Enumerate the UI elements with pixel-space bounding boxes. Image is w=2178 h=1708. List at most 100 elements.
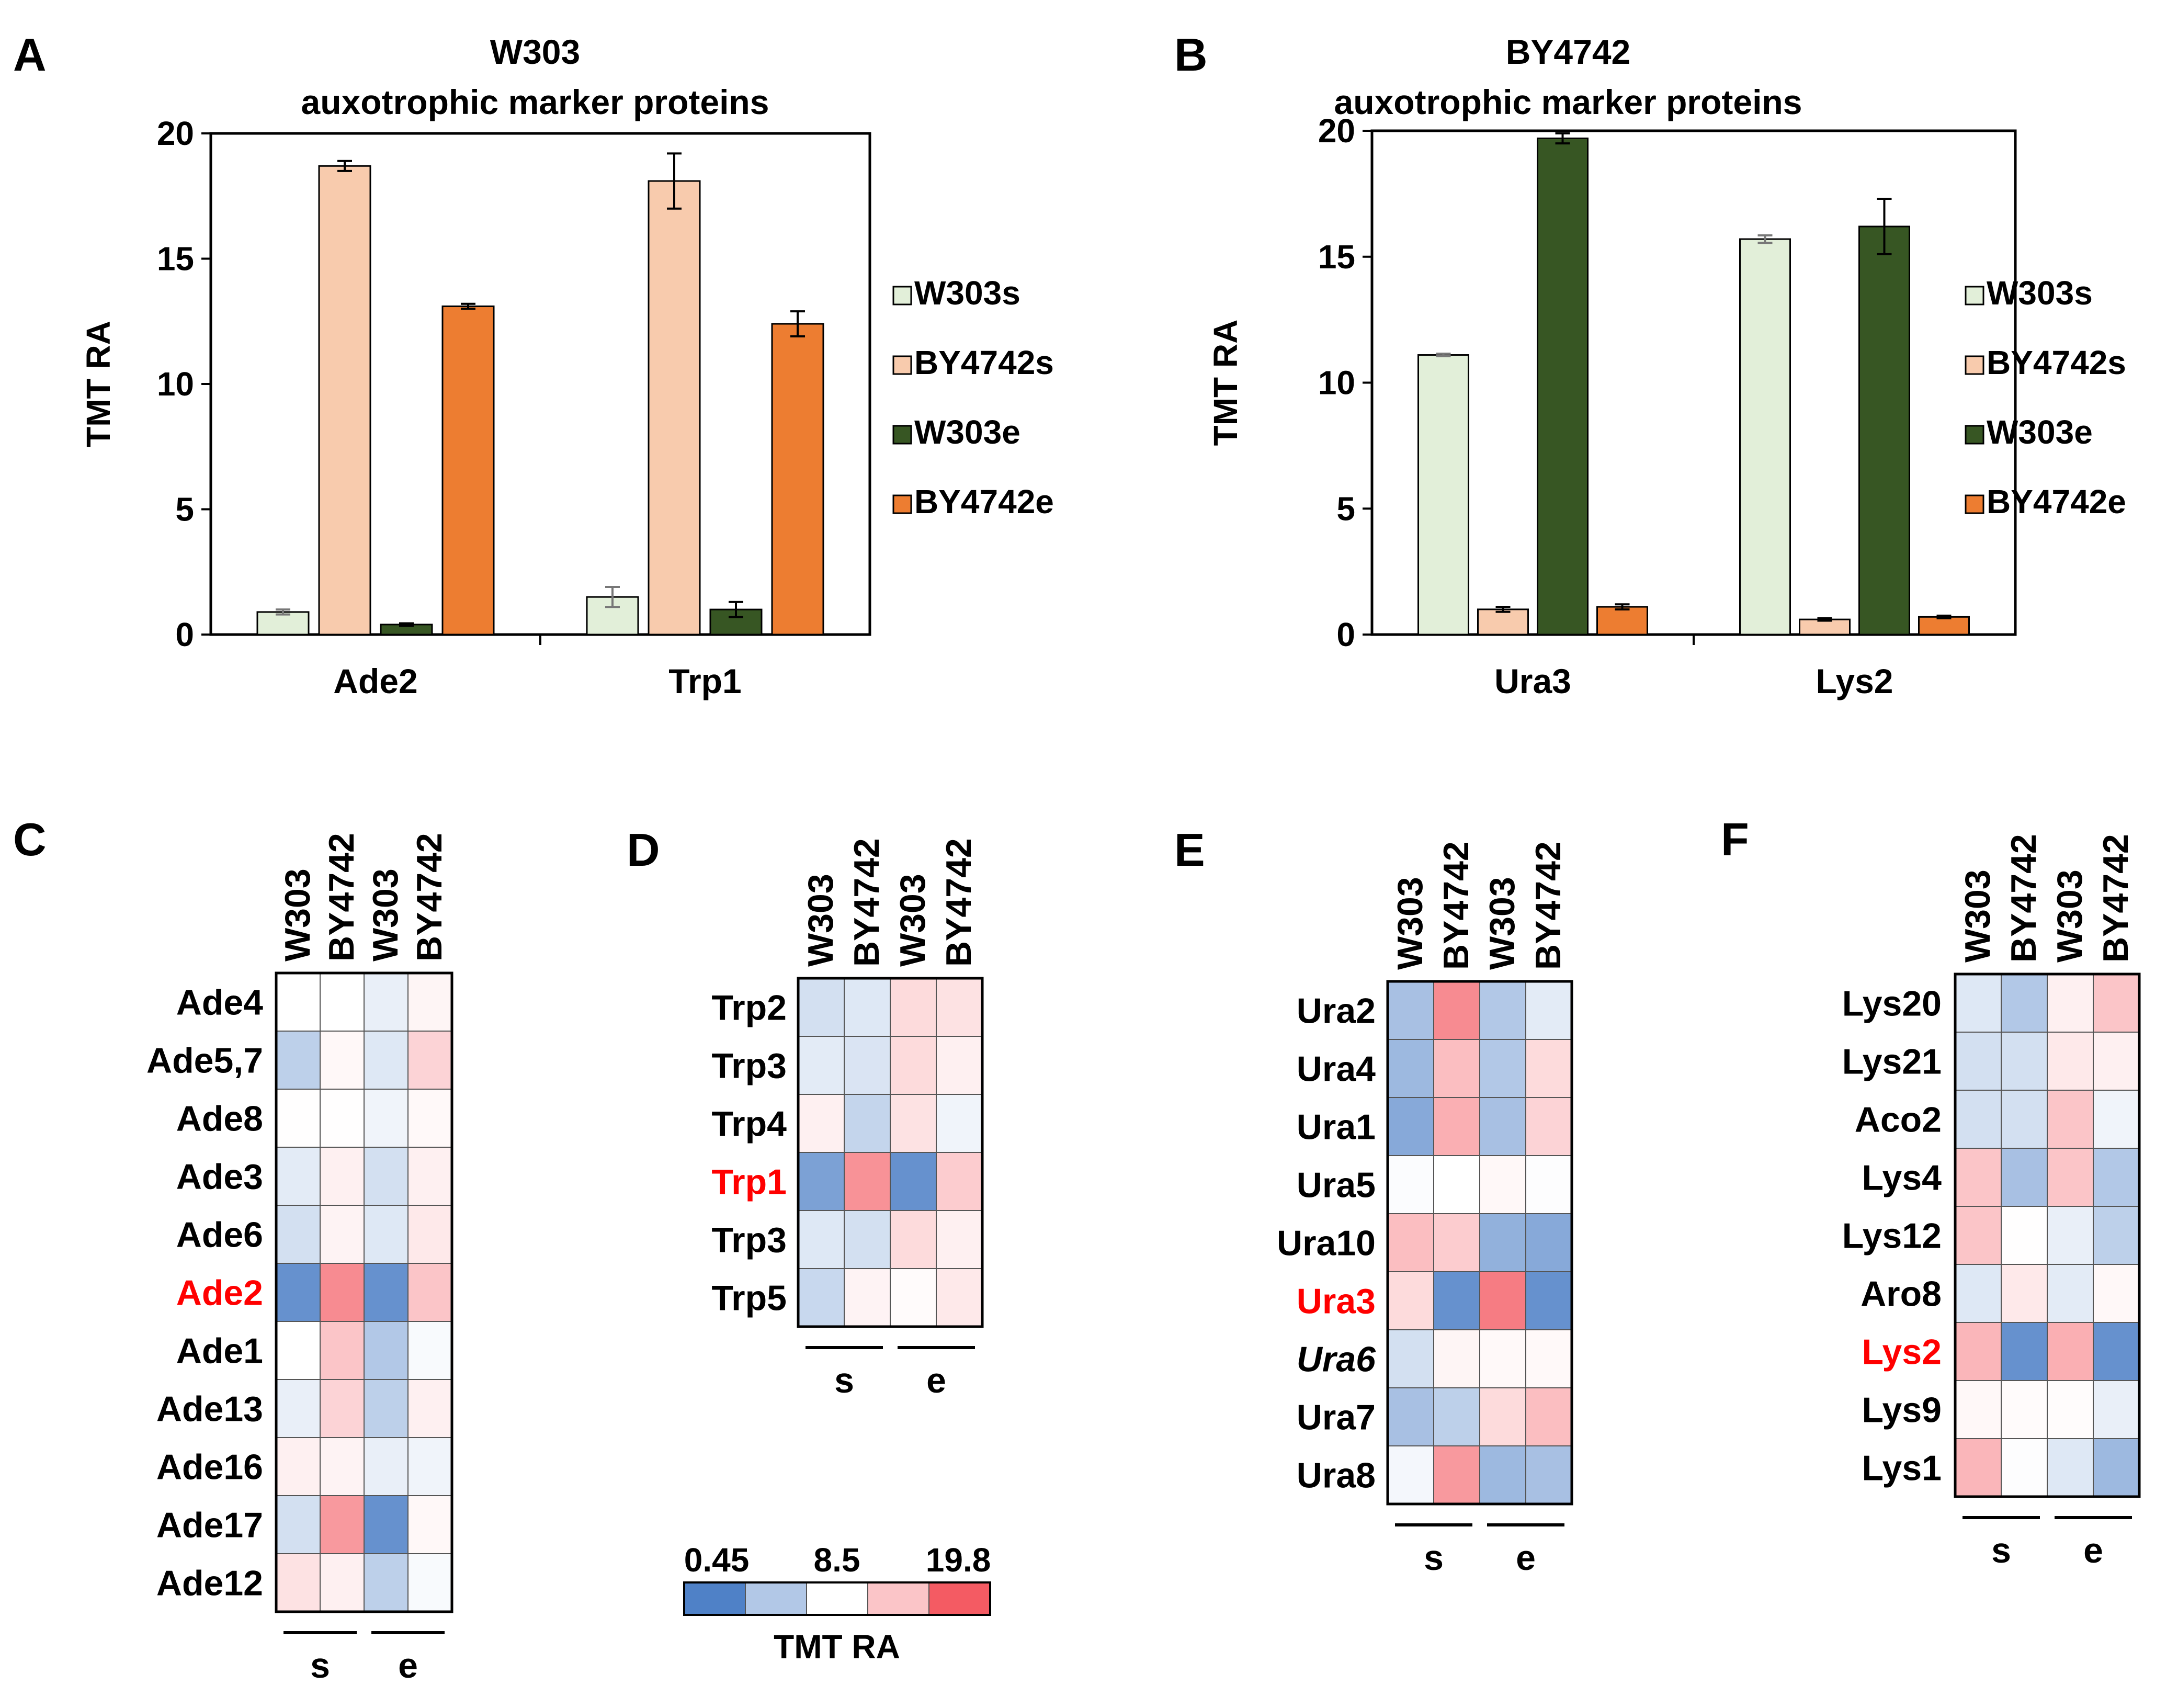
row-label: Lys4 [1862,1158,1942,1198]
legend-swatch [892,425,912,445]
legend-swatch [892,286,912,306]
plot-frame [209,132,871,636]
y-axis-label: TMT RA [80,321,117,447]
heat-cell [1433,1213,1480,1272]
heat-cell [844,1036,891,1095]
row-label: Lys1 [1862,1449,1942,1488]
heat-cell [320,1321,365,1380]
heat-cell [1955,1264,2002,1323]
heat-cell [2001,1206,2048,1265]
row-label: Ade13 [156,1389,263,1429]
y-tick-label: 10 [1318,364,1355,402]
heat-cell [1433,1271,1480,1330]
heat-cell [320,1263,365,1322]
scale-title: TMT RA [774,1628,900,1666]
bar-by4742s [648,180,701,636]
chart-title: BY4742 [1506,32,1631,71]
heat-cell [276,1263,321,1322]
column-header: W303 [801,874,841,967]
heat-cell [407,1321,452,1380]
heat-cell [2093,1322,2140,1381]
heat-cell [1525,1097,1572,1156]
group-label: s [834,1361,854,1400]
heat-cell [936,1036,983,1095]
heatmap-c: W303 BY4742 W303 BY4742Ade4Ade5,7Ade8Ade3Ad… [146,833,453,1686]
bar-w303s [1417,354,1469,636]
heat-cell [1955,974,2002,1033]
heat-cell [844,1210,891,1269]
y-tick-label: 20 [1318,112,1355,150]
heat-cell [890,1094,937,1153]
panel-letter-c: C [13,813,47,865]
panel-letter-d: D [627,824,660,876]
legend-swatch [1965,425,1984,445]
heat-cell [320,1553,365,1612]
bar-w303e [1858,225,1910,636]
column-header: BY4742 [1528,841,1568,970]
heat-cell [1955,1148,2002,1207]
heat-cell [364,1263,409,1322]
row-label: Ura5 [1297,1166,1376,1205]
row-label: Ade1 [176,1331,263,1371]
group-label: e [1516,1538,1536,1578]
heat-cell [2047,1032,2094,1091]
heat-cell [890,1268,937,1327]
heat-cell [1525,1271,1572,1330]
bar-by4742e [1596,606,1648,636]
heat-cell [1479,1387,1526,1446]
bar-chart-b: BY4742 auxotrophic marker proteins 0 5 10 15 2… [1207,32,2126,700]
panel-letter-e: E [1174,824,1205,876]
heat-cell [2001,1380,2048,1439]
heat-cell [2001,974,2048,1033]
bar-by4742e [1918,616,1970,636]
heat-cell [364,1089,409,1148]
x-category-label: Lys2 [1816,662,1893,700]
heat-cell [1479,1213,1526,1272]
heat-cell [276,1495,321,1554]
bar-by4742s [318,165,371,636]
bar-by4742s [1477,608,1529,636]
column-header: BY4742 [2096,834,2136,963]
row-label: Trp3 [711,1220,787,1260]
heat-cell [1955,1438,2002,1497]
row-label: Ura10 [1277,1224,1376,1263]
panel-letter-b: B [1174,29,1208,81]
heat-cell [407,1437,452,1496]
bar-chart-a: W303 auxotrophic marker proteins 0 5 10 15 20 T… [80,32,1054,700]
heat-cell [1433,1445,1480,1505]
scale-min-label: 0.45 [684,1541,750,1579]
heat-cell [890,1036,937,1095]
heat-cell [2093,1438,2140,1497]
heat-cell [1387,1445,1434,1505]
group-label: e [926,1361,946,1400]
heat-cell [1955,1032,2002,1091]
row-label: Ade12 [156,1564,263,1603]
heat-cell [364,972,409,1032]
heat-cell [1387,1155,1434,1214]
heat-cell [276,1321,321,1380]
heat-cell [2093,974,2140,1033]
row-label: Ura3 [1297,1282,1376,1321]
bar-w303e [1537,137,1589,636]
heat-cell [1955,1322,2002,1381]
column-header: W303 [366,868,405,962]
heat-cell [1955,1206,2002,1265]
heat-cell [1479,1271,1526,1330]
panel-letter-f: F [1721,813,1749,865]
heat-cell [1955,1380,2002,1439]
heat-cell [1479,1039,1526,1098]
heat-cell [1479,1155,1526,1214]
heat-cell [364,1205,409,1264]
row-label: Ura8 [1297,1456,1376,1496]
heat-cell [936,1210,983,1269]
heat-cell [320,1031,365,1090]
heat-cell [364,1147,409,1206]
heat-cell [407,1263,452,1322]
heat-cell [1525,1213,1572,1272]
heat-cell [364,1379,409,1438]
heat-cell [1433,1097,1480,1156]
row-label: Trp5 [711,1279,787,1318]
heat-cell [844,978,891,1037]
y-tick-label: 15 [157,240,194,278]
